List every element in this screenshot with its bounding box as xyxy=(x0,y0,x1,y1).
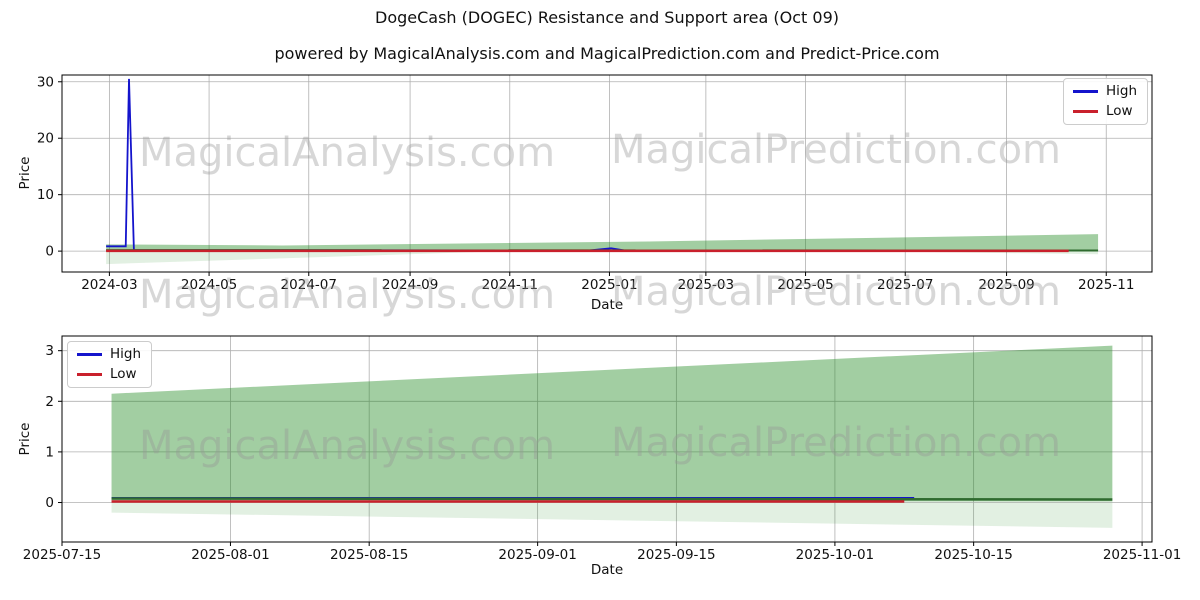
low-line-swatch xyxy=(77,372,102,376)
y-axis-label-bottom: Price xyxy=(17,422,33,456)
y-tick-label: 10 xyxy=(37,187,54,203)
x-tick-label: 2025-01 xyxy=(581,277,637,293)
y-axis-label-top: Price xyxy=(17,156,33,190)
legend-item-low: Low xyxy=(77,365,141,382)
resistance-area xyxy=(111,345,1113,502)
x-tick-label: 2025-11-01 xyxy=(1103,547,1181,563)
legend-label-high: High xyxy=(1106,83,1138,99)
legend-item-high: High xyxy=(1073,83,1138,99)
y-tick-label: 30 xyxy=(37,74,54,90)
high-line-swatch xyxy=(77,353,102,357)
legend-top: High Low xyxy=(1063,78,1149,125)
axes-spines xyxy=(61,335,1153,543)
legend-item-high: High xyxy=(77,346,142,362)
legend-label-low: Low xyxy=(110,365,137,382)
x-tick-label: 2025-03 xyxy=(678,277,734,293)
x-tick-label: 2025-10-01 xyxy=(796,547,874,563)
high-line xyxy=(106,78,1064,252)
legend-item-low: Low xyxy=(1073,102,1137,119)
x-tick-label: 2025-09-01 xyxy=(498,547,576,563)
x-axis-label-bottom: Date xyxy=(590,562,624,578)
y-tick-label: 20 xyxy=(37,131,54,147)
support-area xyxy=(106,251,1099,265)
x-tick-label: 2025-05 xyxy=(777,277,833,293)
legend-label-high: High xyxy=(110,346,142,362)
legend-bottom: High Low xyxy=(67,341,153,388)
x-tick-label: 2025-10-15 xyxy=(934,547,1012,563)
x-axis-label-top: Date xyxy=(590,297,624,313)
x-tick-label: 2024-11 xyxy=(482,277,538,293)
y-tick-label: 3 xyxy=(45,343,54,359)
x-tick-label: 2024-03 xyxy=(81,277,137,293)
x-tick-label: 2024-05 xyxy=(181,277,237,293)
y-tick-label: 2 xyxy=(45,394,54,410)
figure-subtitle: powered by MagicalAnalysis.com and Magic… xyxy=(274,44,940,63)
x-tick-label: 2025-07 xyxy=(877,277,933,293)
x-tick-label: 2025-09-15 xyxy=(637,547,715,563)
x-tick-label: 2024-09 xyxy=(382,277,438,293)
price-chart-bottom: 2025-07-15 2025-08-01 2025-08-15 2025-09-01… xyxy=(23,335,1181,563)
legend-label-low: Low xyxy=(1106,102,1133,119)
low-line-swatch xyxy=(1073,109,1098,113)
figure-title: DogeCash (DOGEC) Resistance and Support … xyxy=(375,8,839,27)
y-tick-label: 0 xyxy=(45,495,54,511)
x-tick-label: 2025-08-01 xyxy=(191,547,269,563)
axes-spines xyxy=(61,74,1153,273)
x-tick-label: 2025-11 xyxy=(1078,277,1134,293)
resistance-area xyxy=(106,234,1099,252)
high-line-swatch xyxy=(1073,90,1098,94)
x-tick-label: 2024-07 xyxy=(281,277,337,293)
y-tick-label: 1 xyxy=(45,444,54,460)
price-chart-top: 2024-03 2024-05 2024-07 2024-09 2024-11 2025-… xyxy=(37,74,1153,293)
x-tick-label: 2025-09 xyxy=(978,277,1034,293)
y-tick-label: 0 xyxy=(45,244,54,260)
highguide-line xyxy=(111,497,1113,501)
x-tick-label: 2025-07-15 xyxy=(23,547,101,563)
support-area xyxy=(111,502,1113,528)
x-tick-label: 2025-08-15 xyxy=(330,547,408,563)
